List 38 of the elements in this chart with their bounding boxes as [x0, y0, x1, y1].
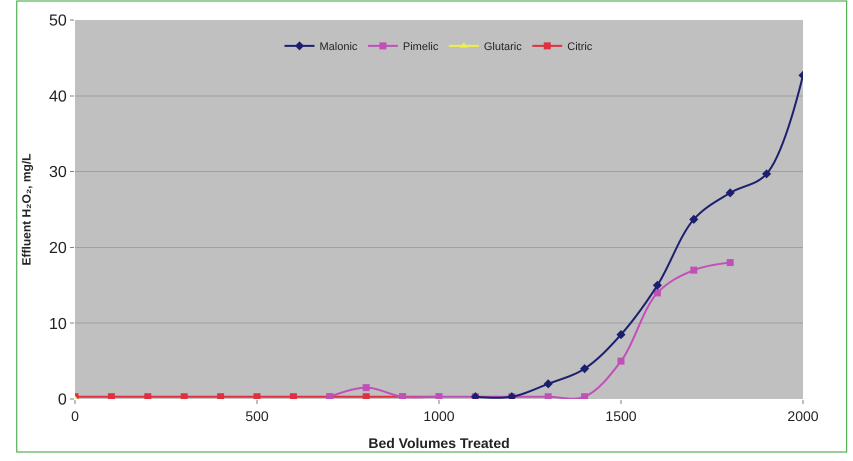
- point: [254, 393, 260, 399]
- x-tick-label: 0: [71, 408, 80, 424]
- x-axis-title: Bed Volumes Treated: [368, 435, 510, 452]
- y-tick-label: 30: [49, 164, 67, 182]
- point: [362, 393, 370, 399]
- point: [652, 280, 662, 290]
- point: [544, 393, 552, 399]
- x-tick-label: 500: [245, 408, 269, 424]
- x-tick-label: 2000: [787, 408, 819, 424]
- point: [180, 393, 188, 399]
- point: [690, 266, 698, 274]
- legend-label: Citric: [567, 41, 593, 54]
- point: [544, 379, 553, 388]
- y-axis-title: Effluent H₂O₂, mg/L: [19, 154, 34, 266]
- y-tick-label: 40: [49, 88, 67, 106]
- point: [762, 169, 772, 178]
- point: [144, 393, 152, 399]
- point: [580, 364, 590, 374]
- x-tick-label: 1500: [605, 408, 637, 424]
- y-tick-label: 20: [49, 240, 67, 257]
- point: [726, 259, 734, 266]
- point: [616, 330, 626, 340]
- point: [654, 289, 661, 296]
- point: [108, 393, 115, 399]
- point: [362, 384, 370, 392]
- y-tick-label: 0: [58, 392, 67, 409]
- y-tick-label: 50: [49, 12, 67, 30]
- legend-label: Malonic: [320, 41, 358, 54]
- legend-label: Pimelic: [402, 41, 439, 54]
- y-tick-label: 10: [49, 316, 67, 333]
- legend-label: Glutaric: [484, 41, 522, 54]
- point: [726, 188, 735, 198]
- point: [689, 214, 698, 224]
- point: [618, 358, 624, 365]
- x-tick-label: 1000: [423, 408, 455, 424]
- point: [581, 393, 588, 399]
- point: [290, 393, 297, 399]
- point: [217, 393, 224, 399]
